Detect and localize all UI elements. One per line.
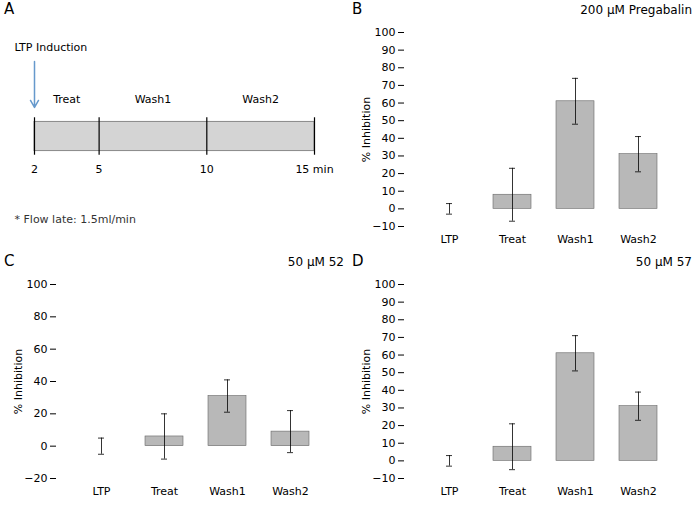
svg-text:10: 10 — [382, 185, 396, 198]
svg-text:100: 100 — [375, 278, 396, 291]
svg-text:50: 50 — [382, 366, 396, 379]
svg-text:Wash1: Wash1 — [557, 485, 594, 498]
svg-text:Treat: Treat — [498, 233, 527, 246]
svg-text:40: 40 — [382, 384, 396, 397]
svg-text:Wash2: Wash2 — [242, 93, 279, 106]
svg-text:Wash1: Wash1 — [135, 93, 172, 106]
svg-text:20: 20 — [34, 407, 48, 420]
svg-text:90: 90 — [382, 296, 396, 309]
svg-text:0: 0 — [389, 454, 396, 467]
svg-text:40: 40 — [382, 132, 396, 145]
svg-text:Treat: Treat — [150, 485, 179, 498]
svg-text:70: 70 — [382, 331, 396, 344]
html-text:B: B — [352, 0, 363, 18]
svg-text:Treat: Treat — [498, 485, 527, 498]
svg-text:40: 40 — [34, 375, 48, 388]
html-text:A: A — [4, 0, 15, 18]
svg-text:LTP Induction: LTP Induction — [15, 41, 88, 54]
html-text:D: D — [352, 252, 364, 270]
svg-text:100: 100 — [375, 26, 396, 39]
svg-text:LTP: LTP — [441, 485, 459, 498]
svg-text:60: 60 — [382, 97, 396, 110]
svg-text:60: 60 — [382, 349, 396, 362]
html-text:50 μM 52: 50 μM 52 — [287, 255, 344, 269]
svg-text:60: 60 — [34, 343, 48, 356]
svg-text:−10: −10 — [372, 220, 395, 233]
svg-text:* Flow late: 1.5ml/min: * Flow late: 1.5ml/min — [15, 213, 136, 226]
svg-text:70: 70 — [382, 79, 396, 92]
svg-text:% Inhibition: % Inhibition — [12, 349, 25, 414]
svg-text:15 min: 15 min — [295, 163, 333, 176]
svg-text:20: 20 — [382, 419, 396, 432]
svg-text:Wash1: Wash1 — [209, 485, 246, 498]
svg-text:80: 80 — [382, 61, 396, 74]
svg-text:−10: −10 — [372, 472, 395, 485]
html-text:C: C — [4, 252, 15, 270]
svg-text:0: 0 — [389, 202, 396, 215]
svg-text:Wash2: Wash2 — [620, 233, 657, 246]
svg-text:Treat: Treat — [52, 93, 81, 106]
svg-text:Wash2: Wash2 — [272, 485, 309, 498]
html-text:200 μM Pregabalin: 200 μM Pregabalin — [580, 3, 692, 17]
svg-text:Wash2: Wash2 — [620, 485, 657, 498]
svg-text:0: 0 — [41, 440, 48, 453]
svg-text:80: 80 — [34, 310, 48, 323]
svg-text:10: 10 — [200, 163, 214, 176]
svg-text:50: 50 — [382, 114, 396, 127]
svg-text:30: 30 — [382, 401, 396, 414]
svg-text:2: 2 — [31, 163, 38, 176]
svg-text:% Inhibition: % Inhibition — [360, 97, 373, 162]
html-text:50 μM 57: 50 μM 57 — [635, 255, 692, 269]
svg-text:% Inhibition: % Inhibition — [360, 349, 373, 414]
svg-text:−20: −20 — [24, 472, 47, 485]
svg-text:20: 20 — [382, 167, 396, 180]
svg-text:30: 30 — [382, 149, 396, 162]
svg-text:LTP: LTP — [441, 233, 459, 246]
svg-text:LTP: LTP — [93, 485, 111, 498]
svg-text:5: 5 — [96, 163, 103, 176]
svg-text:10: 10 — [382, 437, 396, 450]
svg-text:90: 90 — [382, 44, 396, 57]
svg-text:Wash1: Wash1 — [557, 233, 594, 246]
svg-text:100: 100 — [27, 278, 48, 291]
svg-text:80: 80 — [382, 313, 396, 326]
